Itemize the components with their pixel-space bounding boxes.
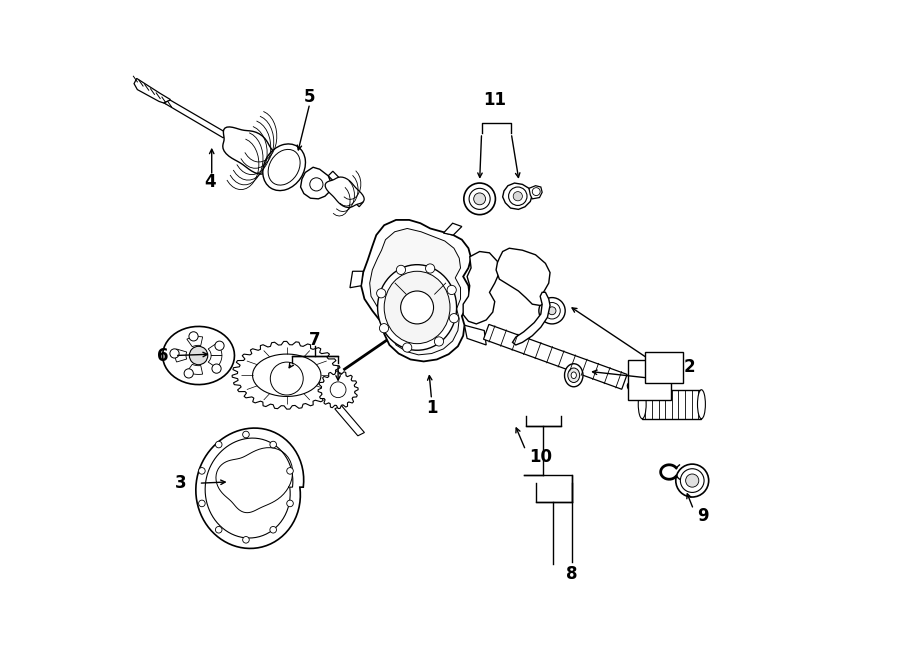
Ellipse shape xyxy=(473,193,485,205)
Polygon shape xyxy=(503,183,532,210)
Circle shape xyxy=(215,341,224,350)
Text: 4: 4 xyxy=(204,173,216,192)
Text: 7: 7 xyxy=(310,331,321,350)
Polygon shape xyxy=(223,127,281,174)
Circle shape xyxy=(508,187,527,206)
Polygon shape xyxy=(196,428,303,549)
Ellipse shape xyxy=(263,144,305,190)
Text: 1: 1 xyxy=(426,399,437,416)
Ellipse shape xyxy=(464,183,495,215)
Polygon shape xyxy=(232,341,341,409)
Ellipse shape xyxy=(627,381,642,393)
Text: 11: 11 xyxy=(483,91,507,109)
Polygon shape xyxy=(335,406,365,436)
Text: 3: 3 xyxy=(176,474,186,492)
Ellipse shape xyxy=(568,368,580,383)
Text: 2: 2 xyxy=(684,358,696,376)
Text: 10: 10 xyxy=(529,448,552,466)
Circle shape xyxy=(189,332,198,341)
Polygon shape xyxy=(464,325,486,345)
Circle shape xyxy=(449,313,459,323)
Circle shape xyxy=(330,382,346,398)
Circle shape xyxy=(287,500,293,507)
Polygon shape xyxy=(325,177,364,208)
Circle shape xyxy=(199,500,205,507)
Circle shape xyxy=(426,264,435,273)
Ellipse shape xyxy=(680,469,704,492)
Polygon shape xyxy=(370,229,461,355)
Circle shape xyxy=(270,442,276,448)
Circle shape xyxy=(532,188,540,196)
Polygon shape xyxy=(361,220,471,362)
Polygon shape xyxy=(328,171,363,207)
Ellipse shape xyxy=(544,303,561,319)
Ellipse shape xyxy=(638,390,646,418)
Ellipse shape xyxy=(548,307,556,315)
Circle shape xyxy=(199,467,205,474)
Circle shape xyxy=(170,349,179,358)
Text: 6: 6 xyxy=(157,346,168,364)
Ellipse shape xyxy=(321,374,355,406)
Circle shape xyxy=(212,364,221,373)
FancyBboxPatch shape xyxy=(644,352,683,383)
Polygon shape xyxy=(464,252,500,324)
Circle shape xyxy=(184,369,194,378)
Polygon shape xyxy=(350,271,363,288)
Circle shape xyxy=(435,337,444,346)
Circle shape xyxy=(380,324,389,332)
Polygon shape xyxy=(205,438,292,538)
Ellipse shape xyxy=(384,271,450,344)
Polygon shape xyxy=(163,327,235,385)
Circle shape xyxy=(243,431,249,438)
Polygon shape xyxy=(496,249,550,305)
Ellipse shape xyxy=(572,372,576,379)
Polygon shape xyxy=(529,186,542,199)
Ellipse shape xyxy=(539,297,565,324)
Ellipse shape xyxy=(378,264,456,350)
Ellipse shape xyxy=(564,364,583,387)
Polygon shape xyxy=(253,354,321,397)
Circle shape xyxy=(215,442,222,448)
Circle shape xyxy=(287,467,293,474)
Circle shape xyxy=(189,346,208,365)
Circle shape xyxy=(402,343,412,352)
Circle shape xyxy=(270,362,303,395)
Polygon shape xyxy=(208,343,222,356)
Circle shape xyxy=(447,286,456,295)
Ellipse shape xyxy=(469,188,491,210)
Polygon shape xyxy=(643,390,701,418)
Ellipse shape xyxy=(686,474,698,487)
Polygon shape xyxy=(187,364,202,374)
Polygon shape xyxy=(444,223,462,235)
Polygon shape xyxy=(512,292,550,345)
Circle shape xyxy=(270,526,276,533)
Polygon shape xyxy=(187,336,202,347)
Ellipse shape xyxy=(698,390,706,418)
Circle shape xyxy=(215,526,222,533)
Circle shape xyxy=(396,265,406,274)
FancyBboxPatch shape xyxy=(627,360,670,400)
Polygon shape xyxy=(301,167,331,199)
Text: 5: 5 xyxy=(304,88,316,106)
Text: 9: 9 xyxy=(697,507,708,525)
Circle shape xyxy=(243,537,249,543)
Polygon shape xyxy=(164,100,230,137)
Polygon shape xyxy=(318,371,358,408)
Polygon shape xyxy=(134,79,170,104)
Polygon shape xyxy=(208,356,222,368)
Circle shape xyxy=(310,178,323,191)
Polygon shape xyxy=(176,349,186,362)
Text: 8: 8 xyxy=(566,565,578,583)
Polygon shape xyxy=(483,325,627,389)
Ellipse shape xyxy=(676,464,708,497)
Ellipse shape xyxy=(268,149,300,185)
Circle shape xyxy=(400,291,434,324)
Circle shape xyxy=(376,289,386,298)
Circle shape xyxy=(513,192,522,201)
